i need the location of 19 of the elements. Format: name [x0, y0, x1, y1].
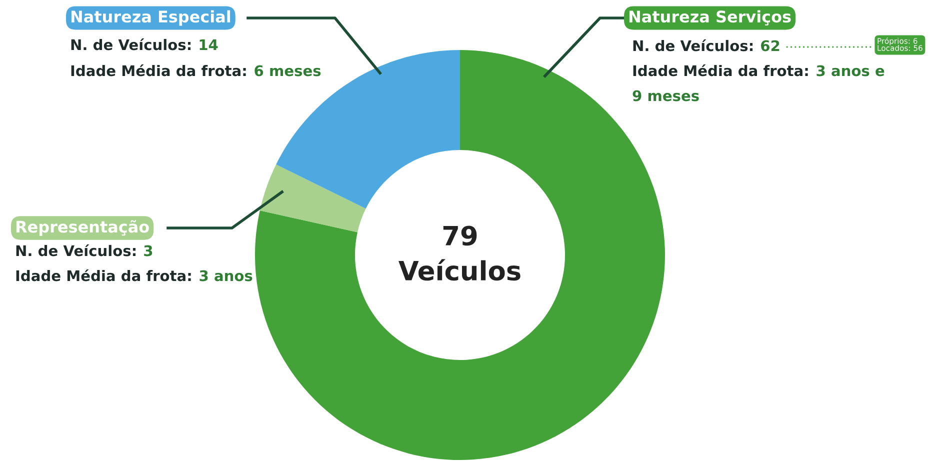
text: 3 anos e	[816, 65, 884, 76]
data-label: 14	[200, 39, 218, 50]
text: 3 anos	[200, 270, 252, 282]
text: N. de Veículos:	[71, 38, 191, 50]
data-label: 3	[144, 245, 152, 256]
text: N. de Veículos:	[16, 244, 136, 256]
slice-label: Representação	[16, 220, 149, 236]
text: 79	[443, 226, 477, 246]
text: Idade Média da frota:	[16, 269, 191, 282]
text: 9 meses	[632, 90, 699, 102]
text: Idade Média da frota:	[633, 64, 808, 76]
slice-label: Natureza Serviços	[629, 10, 791, 26]
text: Idade Média da frota:	[71, 64, 246, 76]
slice-label: Natureza Especial	[71, 10, 230, 26]
text: 6 meses	[254, 65, 321, 76]
donut-slice	[260, 164, 366, 232]
text: N. de Veículos:	[633, 39, 753, 52]
text: Veículos	[398, 259, 520, 281]
data-label: 62	[761, 40, 780, 52]
